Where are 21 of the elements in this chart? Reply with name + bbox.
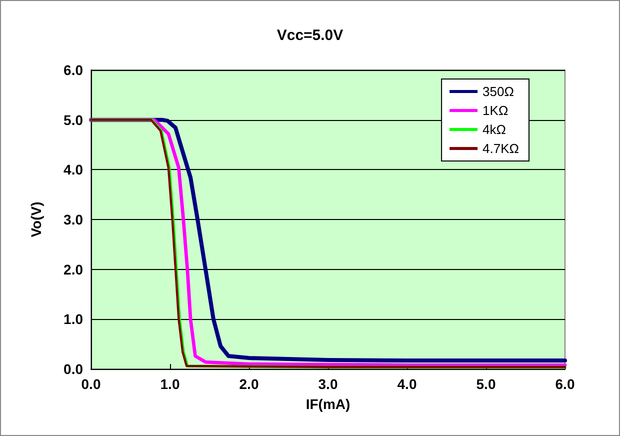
y-tick-label: 2.0 — [64, 261, 84, 278]
x-tick-label: 3.0 — [318, 376, 338, 392]
x-tick-label: 0.0 — [81, 376, 101, 392]
x-axis-title: IF(mA) — [306, 396, 350, 412]
y-tick-label: 1.0 — [64, 311, 84, 328]
x-tick-label: 4.0 — [397, 376, 417, 392]
y-tick-label: 6.0 — [64, 62, 84, 78]
y-tick-label: 3.0 — [64, 212, 84, 228]
x-tick-label: 5.0 — [476, 376, 496, 392]
y-axis-title: Vo(V) — [28, 202, 44, 238]
x-tick-label: 6.0 — [555, 376, 575, 392]
legend-label: 4kΩ — [482, 122, 506, 137]
chart-title: Vcc=5.0V — [276, 27, 344, 44]
x-tick-label: 2.0 — [239, 376, 259, 392]
legend-label: 350Ω — [482, 84, 514, 99]
legend-label: 4.7KΩ — [482, 141, 520, 156]
y-tick-label: 0.0 — [64, 361, 84, 377]
y-tick-label: 4.0 — [64, 162, 84, 178]
legend-label: 1KΩ — [482, 103, 508, 118]
x-tick-label: 1.0 — [160, 376, 180, 392]
y-tick-label: 5.0 — [64, 112, 84, 128]
